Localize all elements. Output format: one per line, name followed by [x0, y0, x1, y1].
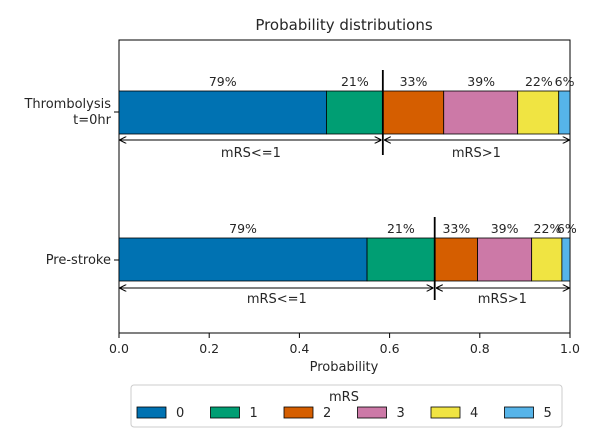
- bar-segment-mrs-2: [434, 237, 478, 282]
- percent-label: 21%: [387, 221, 415, 236]
- legend-title: mRS: [329, 390, 359, 405]
- y-tick-label: Pre-stroke: [46, 253, 111, 268]
- x-tick-label: 0.8: [470, 341, 490, 356]
- bar-segment-mrs-0: [118, 237, 368, 282]
- legend-label-mrs-5: 5: [544, 406, 552, 421]
- bar-segment-mrs-5: [558, 90, 571, 135]
- chart-title: Probability distributions: [255, 16, 433, 34]
- x-axis-label: Probability: [310, 360, 379, 375]
- legend-label-mrs-2: 2: [323, 406, 331, 421]
- bar-segment-mrs-4: [517, 90, 560, 135]
- percent-label: 79%: [209, 74, 237, 89]
- bar-segment-mrs-3: [443, 90, 519, 135]
- percent-label: 39%: [491, 221, 519, 236]
- legend-label-mrs-1: 1: [250, 406, 258, 421]
- bar-segment-mrs-5: [561, 237, 571, 282]
- bar-segment-mrs-1: [326, 90, 384, 135]
- x-tick-label: 0.4: [289, 341, 309, 356]
- bar-segment-mrs-4: [531, 237, 563, 282]
- x-tick-label: 0.2: [199, 341, 219, 356]
- legend-label-mrs-3: 3: [397, 406, 405, 421]
- legend-label-mrs-0: 0: [176, 406, 184, 421]
- legend-swatch-mrs-1: [210, 406, 240, 419]
- legend-swatch-mrs-3: [357, 406, 387, 419]
- bar-segment-mrs-2: [382, 90, 445, 135]
- group-label-right: mRS>1: [478, 292, 527, 307]
- legend-swatch-mrs-4: [430, 406, 461, 419]
- group-label-right: mRS>1: [452, 146, 501, 161]
- percent-label: 21%: [341, 74, 369, 89]
- legend-label-mrs-4: 4: [470, 406, 478, 421]
- percent-label: 22%: [534, 221, 562, 236]
- group-label-left: mRS<=1: [221, 146, 281, 161]
- percent-label: 79%: [229, 221, 257, 236]
- bar-segment-mrs-0: [118, 90, 327, 135]
- group-label-left: mRS<=1: [247, 292, 307, 307]
- x-tick-label: 1.0: [560, 341, 580, 356]
- y-tick-label: Thrombolysis t=0hr: [23, 97, 111, 128]
- legend-swatch-mrs-5: [504, 406, 534, 419]
- percent-label: 6%: [555, 74, 575, 89]
- legend-swatch-mrs-2: [283, 406, 314, 419]
- x-tick-label: 0.6: [380, 341, 400, 356]
- x-tick-label: 0.0: [109, 341, 129, 356]
- bar-segment-mrs-3: [477, 237, 533, 282]
- percent-label: 33%: [400, 74, 428, 89]
- percent-label: 39%: [467, 74, 495, 89]
- percent-label: 33%: [442, 221, 470, 236]
- bar-segment-mrs-1: [366, 237, 436, 282]
- plot-frame: [118, 39, 571, 334]
- legend-swatch-mrs-0: [136, 406, 167, 419]
- percent-label: 22%: [525, 74, 553, 89]
- percent-label: 6%: [557, 221, 577, 236]
